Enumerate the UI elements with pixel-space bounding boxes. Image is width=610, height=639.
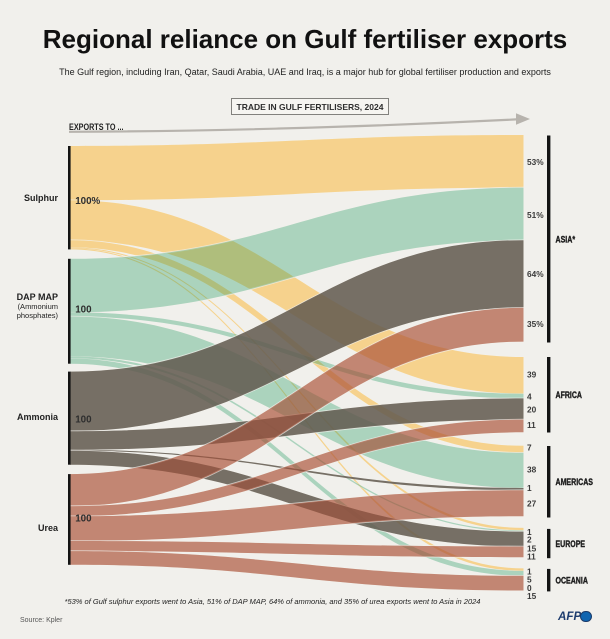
svg-text:1: 1: [527, 483, 532, 493]
svg-text:100: 100: [75, 514, 92, 525]
svg-text:OCEANIA: OCEANIA: [556, 576, 588, 587]
svg-text:27: 27: [527, 499, 537, 509]
svg-text:38: 38: [527, 465, 537, 475]
svg-text:4: 4: [527, 392, 532, 402]
svg-text:20: 20: [527, 405, 537, 415]
svg-text:11: 11: [527, 552, 536, 562]
svg-text:5: 5: [527, 575, 532, 585]
svg-text:EXPORTS TO ...: EXPORTS TO ...: [69, 122, 124, 132]
svg-text:15: 15: [527, 591, 537, 601]
svg-text:100: 100: [75, 305, 92, 316]
svg-text:51%: 51%: [527, 210, 544, 220]
svg-text:1: 1: [527, 527, 532, 537]
svg-text:0: 0: [527, 583, 532, 593]
svg-text:15: 15: [527, 543, 537, 553]
svg-text:100%: 100%: [75, 196, 100, 207]
svg-text:7: 7: [527, 443, 532, 453]
svg-text:64%: 64%: [527, 269, 544, 279]
svg-text:39: 39: [527, 370, 537, 380]
svg-text:100: 100: [75, 415, 92, 426]
svg-text:AMERICAS: AMERICAS: [556, 477, 594, 488]
svg-text:1: 1: [527, 566, 532, 576]
svg-text:ASIA*: ASIA*: [556, 234, 576, 245]
svg-text:11: 11: [527, 420, 536, 430]
svg-text:35%: 35%: [527, 319, 544, 329]
svg-text:EUROPE: EUROPE: [556, 539, 586, 550]
svg-text:AFRICA: AFRICA: [556, 390, 583, 401]
svg-text:53%: 53%: [527, 157, 544, 167]
svg-text:2: 2: [527, 535, 532, 545]
